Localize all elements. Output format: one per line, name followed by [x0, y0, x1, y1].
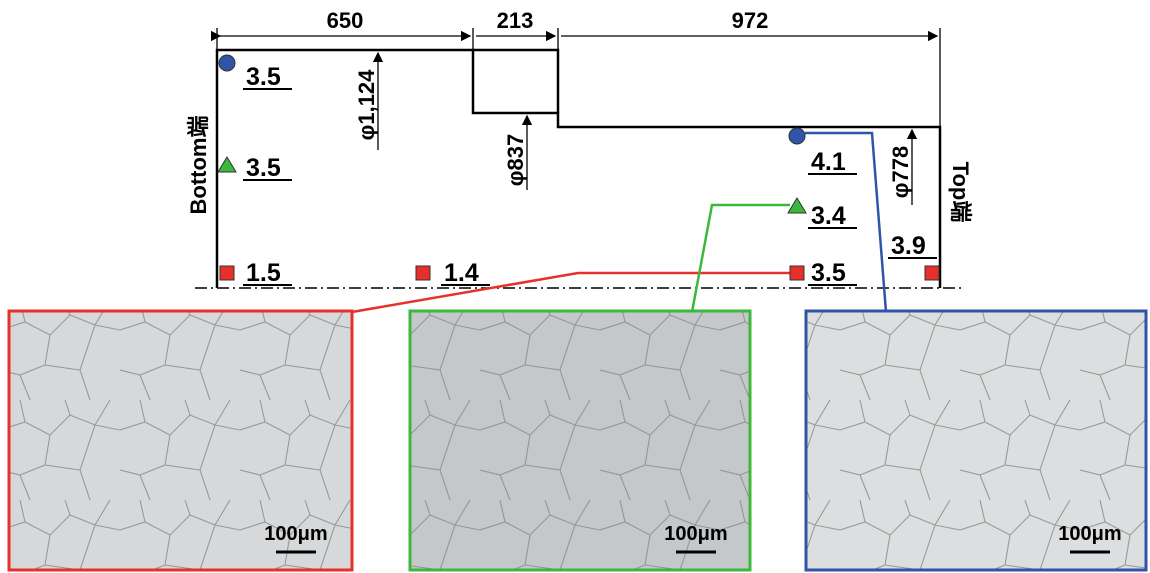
- end-label: Bottom端: [186, 116, 211, 215]
- scale-label: 100μm: [1058, 523, 1121, 545]
- scale-label: 100μm: [664, 523, 727, 545]
- measurement: 3.4: [811, 202, 846, 230]
- length-label: 650: [327, 8, 364, 33]
- micrograph: 100μm: [806, 311, 1146, 570]
- diagram: 650 213 972 φ1,124 φ837 φ778 Bottom端 Top…: [0, 0, 1150, 573]
- connector: [692, 205, 790, 312]
- length-label: 972: [732, 8, 769, 33]
- diameter-label: φ837: [503, 134, 528, 186]
- length-label: 213: [497, 8, 534, 33]
- micrograph: 100μm: [410, 311, 750, 570]
- measurement: 3.5: [811, 259, 846, 287]
- diameter-label: φ778: [888, 146, 913, 198]
- measurement: 3.9: [891, 232, 926, 260]
- measurement: 3.5: [246, 63, 281, 91]
- end-label: Top端: [948, 162, 973, 223]
- scale-label: 100μm: [264, 523, 327, 545]
- diameter-label: φ1,124: [354, 69, 379, 141]
- measurement: 4.1: [811, 148, 846, 176]
- measurement-underlines: [243, 89, 937, 285]
- dimension-lines: [217, 28, 940, 205]
- micrograph: 100μm: [9, 311, 352, 570]
- measurement: 1.4: [444, 259, 479, 287]
- measurement: 1.5: [246, 259, 281, 287]
- measurement: 3.5: [246, 154, 281, 182]
